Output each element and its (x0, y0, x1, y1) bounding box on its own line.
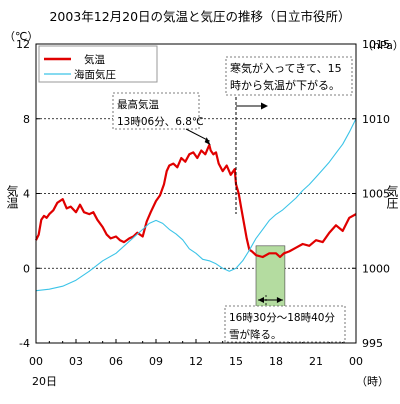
cold-air-note-text: 時から気温が下がる。 (230, 78, 340, 92)
x-date-label: 20日 (32, 375, 57, 388)
snow-arrow-head-left (258, 297, 264, 304)
right-tick-label: 1000 (362, 262, 390, 275)
left-tick-label: 4 (23, 188, 30, 201)
left-axis-unit: （℃） (4, 30, 38, 43)
x-tick-label: 15 (229, 355, 243, 368)
x-tick-label: 21 (309, 355, 323, 368)
cold-air-note-text: 寒気が入ってきて、15 (230, 61, 342, 75)
right-tick-label: 1010 (362, 113, 390, 126)
series-lines (35, 118, 357, 292)
right-tick-label: 1015 (362, 38, 390, 51)
x-unit-label: （時） (356, 375, 389, 388)
annotations: 最高気温 13時06分、6.8℃ 寒気が入ってきて、15 時から気温が下がる。 16時3… (112, 56, 353, 343)
max-temp-note-text: 13時06分、6.8℃ (117, 116, 204, 128)
left-tick-label: 12 (16, 38, 30, 51)
x-tick-label: 09 (149, 355, 163, 368)
max-temp-note-box (112, 92, 200, 130)
right-tick-label: 995 (362, 337, 383, 350)
right-axis-label: 気圧 (385, 184, 399, 210)
max-temp-arrow-head (204, 137, 211, 146)
cold-air-arrow-head (261, 102, 268, 110)
axis-ticks: -4 0 4 8 12 995 1000 1005 1010 1015 00 03 06 09 12 15 18… (16, 38, 390, 368)
x-tick-label: 00 (29, 355, 43, 368)
series-line-temperature (35, 143, 357, 259)
snow-note-text: 雪が降る。 (229, 328, 282, 341)
right-axis-unit: （hPa） (362, 39, 400, 52)
cold-air-note-box (225, 56, 353, 96)
snow-note-box (224, 305, 346, 343)
left-tick-label: -4 (19, 337, 30, 350)
left-tick-label: 0 (23, 262, 30, 275)
snow-arrow-head-right (276, 297, 283, 304)
legend-label-temp: 気温 (84, 53, 105, 66)
left-axis-label: 気温 (5, 184, 19, 209)
legend-label-pressure: 海面気圧 (74, 68, 116, 81)
series-line-pressure (35, 118, 357, 292)
max-temp-note-text: 最高気温 (117, 98, 159, 111)
max-temp-arrow (185, 128, 210, 142)
x-tick-label: 00 (349, 355, 363, 368)
legend: 気温 海面気圧 (38, 45, 158, 83)
chart-title: 2003年12月20日の気温と気圧の推移（日立市役所） (49, 9, 350, 24)
left-tick-label: 8 (23, 113, 30, 126)
x-tick-label: 06 (109, 355, 123, 368)
snow-note-text: 16時30分～18時40分 (229, 312, 335, 324)
x-tick-label: 12 (189, 355, 203, 368)
x-tick-label: 18 (269, 355, 283, 368)
x-tick-label: 03 (69, 355, 83, 368)
legend-box (38, 45, 158, 83)
right-tick-label: 1005 (362, 188, 390, 201)
